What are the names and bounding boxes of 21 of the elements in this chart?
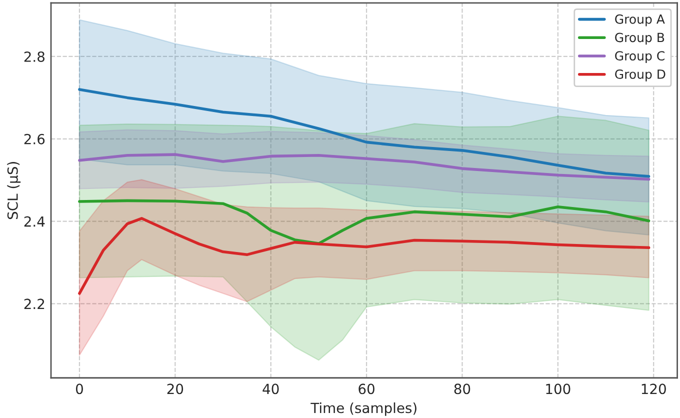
y-axis-title: SCL (µS)	[7, 162, 21, 220]
legend-label: Group C	[615, 51, 664, 63]
y-tick-label: 2.4	[24, 216, 45, 227]
legend-label: Group B	[615, 32, 664, 45]
x-tick-label: 40	[262, 384, 279, 394]
x-tick-label: 100	[546, 384, 570, 394]
y-tick-label: 2.2	[24, 298, 44, 309]
y-tick-label: 2.6	[24, 134, 45, 144]
line-series	[78, 88, 650, 178]
y-tick-label: 2.8	[24, 51, 44, 62]
x-tick-label: 60	[358, 384, 374, 394]
line-series	[78, 153, 650, 181]
legend-label: Group A	[615, 14, 665, 26]
line-series	[78, 199, 650, 245]
x-tick-label: 20	[167, 384, 184, 394]
x-tick-label: 0	[76, 384, 83, 394]
x-tick-label: 80	[454, 384, 470, 394]
line-series	[78, 217, 650, 295]
x-axis-title: Time (samples)	[310, 402, 416, 416]
legend-label: Group D	[615, 69, 666, 82]
x-tick-label: 120	[642, 384, 666, 394]
